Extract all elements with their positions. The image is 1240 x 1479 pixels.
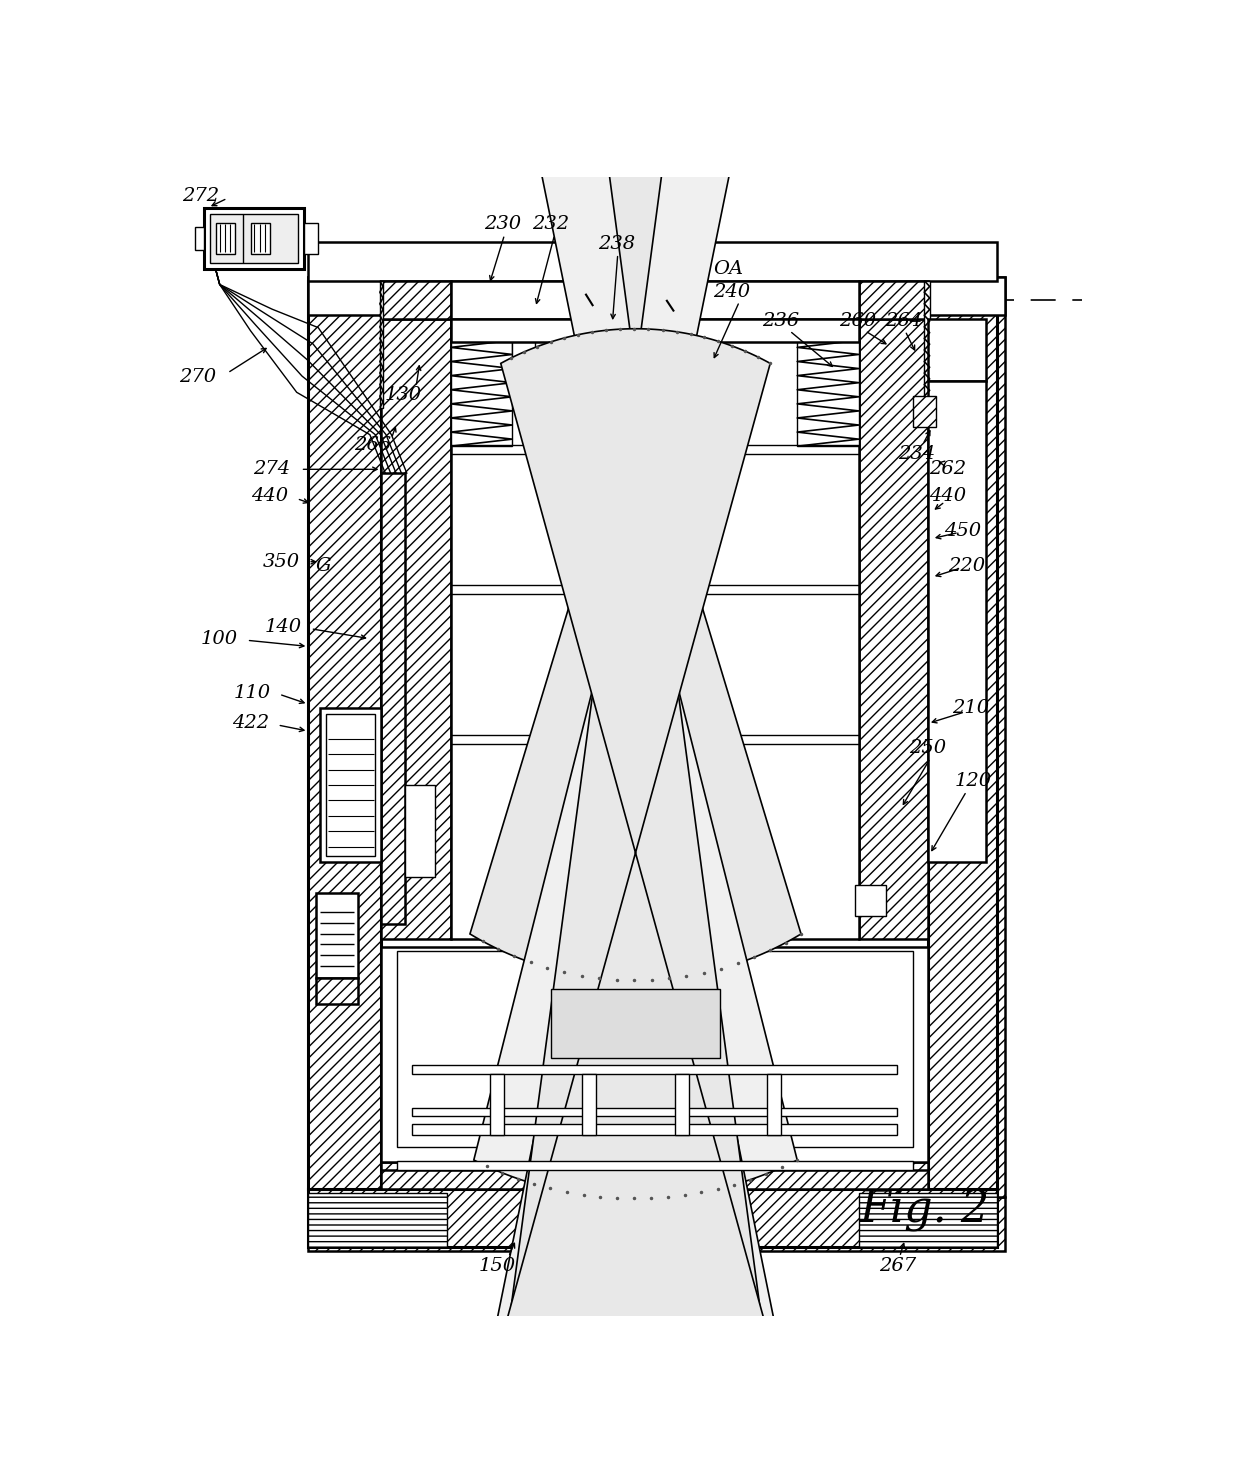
Bar [675,1074,688,1136]
Bar [382,1162,928,1189]
Bar [382,281,450,319]
Text: 264: 264 [885,312,923,330]
Bar [309,277,1006,315]
Bar [250,223,270,254]
Bar [382,473,404,923]
Bar [309,281,382,1189]
Text: 232: 232 [532,216,569,234]
Text: 440: 440 [252,487,289,506]
Text: 140: 140 [265,618,303,636]
Text: 130: 130 [384,386,422,404]
Text: 270: 270 [180,368,217,386]
Bar [583,1074,596,1136]
Text: 100: 100 [201,630,238,648]
Bar [316,893,358,978]
Text: 220: 220 [949,556,985,574]
Bar [326,714,376,856]
Bar [450,319,512,447]
Bar [450,319,859,342]
Text: 230: 230 [485,216,522,234]
Bar [382,947,928,1162]
Text: 262: 262 [929,460,966,478]
Text: Fig. 2: Fig. 2 [859,1189,990,1232]
Bar [913,396,936,427]
Text: 120: 120 [955,772,991,790]
Polygon shape [477,0,794,1446]
Bar [412,1108,898,1117]
Bar [211,213,299,263]
Text: 422: 422 [232,714,269,732]
Text: 238: 238 [598,235,635,253]
Bar [450,281,859,319]
Bar [379,281,383,408]
Bar [309,277,377,1197]
Text: 272: 272 [182,186,219,206]
Bar [316,978,358,1004]
Bar [490,1074,503,1136]
Bar [936,277,1006,1197]
Text: 236: 236 [761,312,799,330]
Text: 250: 250 [909,740,946,757]
Polygon shape [501,328,770,1377]
Bar [854,884,885,916]
Polygon shape [470,0,801,981]
Bar [382,1170,928,1189]
Text: 150: 150 [479,1257,516,1275]
Bar [320,708,382,862]
Text: 267: 267 [879,1257,916,1275]
Bar [304,223,319,254]
Polygon shape [485,0,786,1479]
Text: 450: 450 [944,522,981,540]
Bar [404,785,435,877]
Text: 110: 110 [233,683,270,701]
Bar [551,989,720,1059]
Bar [859,1194,997,1247]
Bar [928,319,986,380]
Text: G: G [316,556,331,574]
Polygon shape [474,0,797,1198]
Bar [309,1189,997,1247]
Bar [382,319,450,939]
Bar [309,1197,1006,1251]
Bar [859,319,928,939]
Text: 266: 266 [353,436,391,454]
Text: 240: 240 [713,282,750,302]
Bar [450,319,859,939]
Text: 260: 260 [838,312,875,330]
Bar [768,1074,781,1136]
Text: 440: 440 [929,487,966,506]
Text: 350: 350 [263,553,300,571]
Bar [924,281,930,408]
Bar [397,951,913,1146]
Bar [859,281,928,319]
Bar [205,207,304,269]
Bar [309,1194,446,1247]
Bar [309,243,997,281]
Bar [512,319,536,385]
Bar [928,380,986,862]
Bar [412,1065,898,1074]
Text: 274: 274 [253,460,290,478]
Bar [195,226,205,250]
Text: 234: 234 [898,445,935,463]
Text: OA: OA [713,260,743,278]
Bar [928,281,997,1189]
Bar [397,1161,913,1170]
Bar [216,223,236,254]
Text: 210: 210 [952,700,990,717]
Bar [797,319,859,447]
Bar [412,1124,898,1136]
